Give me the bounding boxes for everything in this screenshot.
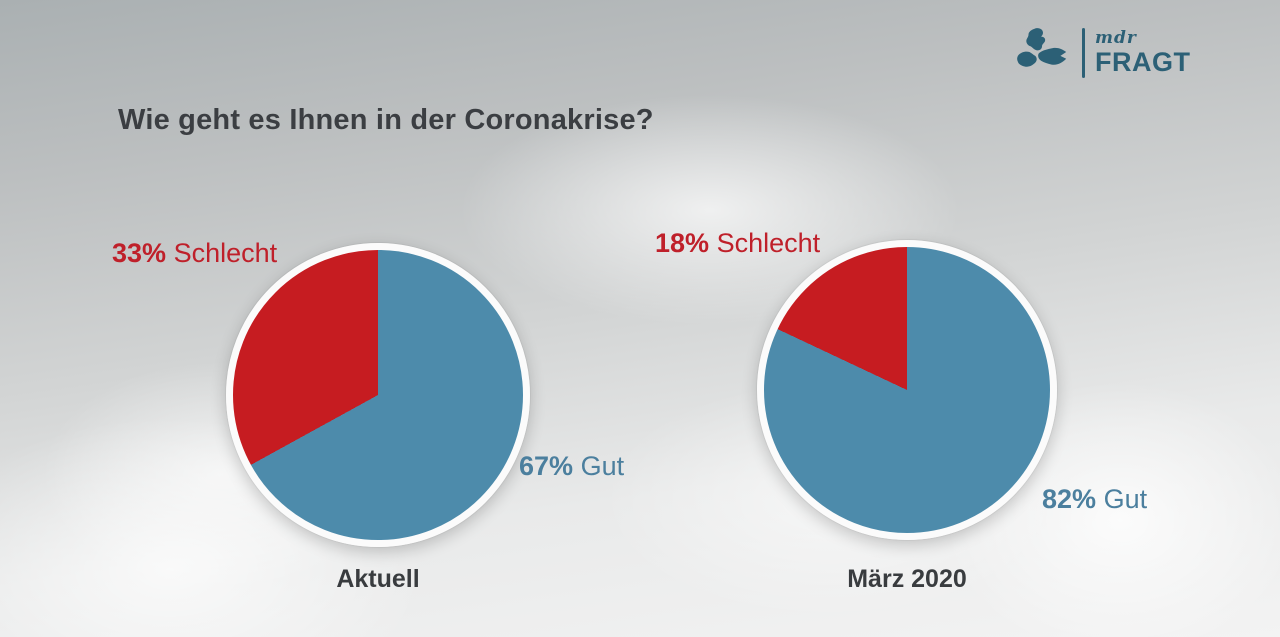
logo-product-text: FRAGT: [1095, 47, 1191, 77]
gut-text: Gut: [1103, 484, 1148, 514]
label-gut-aktuell: 67% Gut: [519, 451, 624, 482]
schlecht-percentage: 18%: [655, 228, 710, 258]
page-title: Wie geht es Ihnen in der Coronakrise?: [118, 104, 654, 136]
label-schlecht-maerz2020: 18% Schlecht: [655, 228, 820, 259]
gut-percentage: 67%: [519, 451, 574, 481]
schlecht-text: Schlecht: [716, 228, 821, 258]
gut-percentage: 82%: [1042, 484, 1097, 514]
label-schlecht-aktuell: 33% Schlecht: [112, 238, 277, 269]
chart-caption-maerz2020: März 2020: [847, 565, 967, 593]
pie-chart-maerz2020: [757, 240, 1057, 540]
mdr-fragt-logo: mdr FRAGT: [1014, 26, 1190, 80]
chart-caption-aktuell: Aktuell: [336, 565, 420, 593]
gut-text: Gut: [580, 451, 625, 481]
logo-divider: [1082, 28, 1085, 78]
mdr-region-map-icon: [1017, 28, 1067, 67]
schlecht-text: Schlecht: [173, 238, 278, 268]
schlecht-percentage: 33%: [112, 238, 167, 268]
pie-chart-aktuell: [226, 243, 530, 547]
logo-brand-text: mdr: [1095, 28, 1137, 48]
label-gut-maerz2020: 82% Gut: [1042, 484, 1147, 515]
